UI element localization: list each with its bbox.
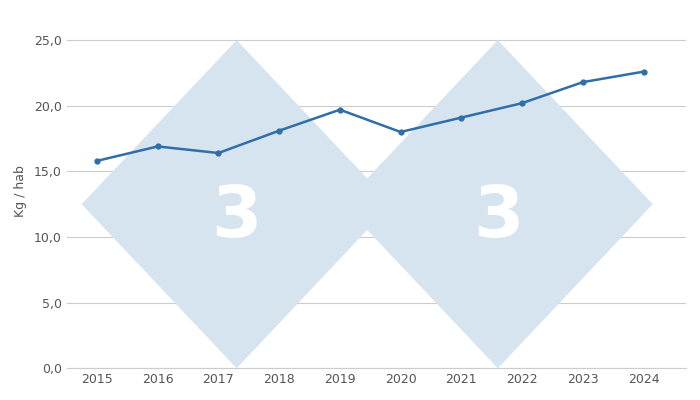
Polygon shape <box>82 40 391 368</box>
Text: 3: 3 <box>211 183 262 252</box>
Y-axis label: Kg / hab: Kg / hab <box>14 165 27 217</box>
Polygon shape <box>343 40 652 368</box>
Text: 3: 3 <box>473 183 523 252</box>
